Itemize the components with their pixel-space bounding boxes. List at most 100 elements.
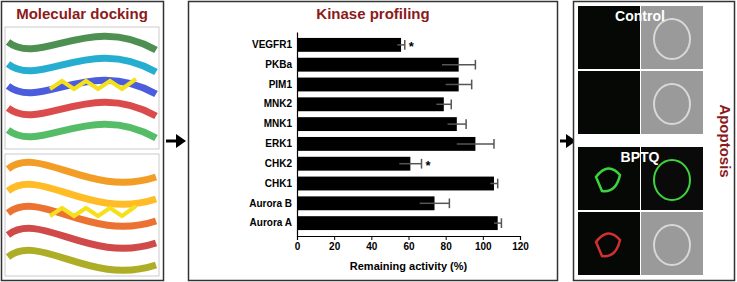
error-line xyxy=(397,44,404,46)
error-line xyxy=(490,183,497,185)
x-axis: 0 20 40 60 80 100 120 xyxy=(295,236,530,252)
image-frame xyxy=(5,27,159,149)
error-cap xyxy=(404,40,406,50)
error-cap xyxy=(497,179,499,189)
fluorescent-cell xyxy=(596,233,620,256)
x-tick: 0 xyxy=(295,236,301,252)
ribbon xyxy=(8,228,156,248)
chart-title: Kinase profiling xyxy=(316,5,429,22)
y-tick-label: MNK1 xyxy=(264,118,293,129)
error-cap xyxy=(493,139,495,149)
y-tick-label: CHK1 xyxy=(265,178,293,189)
error-bar xyxy=(397,40,404,50)
error-line xyxy=(494,222,501,224)
y-tick: ERK1 xyxy=(265,138,292,149)
x-tick-label: 80 xyxy=(441,241,453,252)
cell xyxy=(654,84,690,124)
error-cap xyxy=(449,198,451,208)
bar xyxy=(297,177,494,191)
ribbon xyxy=(8,184,156,204)
fluorescence-image xyxy=(578,212,640,275)
cell xyxy=(654,225,690,265)
x-tick-mark xyxy=(297,236,298,240)
error-line xyxy=(399,163,421,165)
x-tick-mark xyxy=(409,236,410,240)
y-tick-label: MNK2 xyxy=(264,98,293,109)
x-tick-mark xyxy=(371,236,372,240)
bar xyxy=(297,137,475,151)
cell xyxy=(654,160,690,200)
error-line xyxy=(436,104,451,106)
y-tick: VEGFR1 xyxy=(252,39,292,50)
cell xyxy=(654,19,690,59)
error-line xyxy=(457,143,494,145)
error-bar xyxy=(436,99,451,109)
arrow xyxy=(166,134,186,148)
label-control: Control xyxy=(615,8,665,24)
error-bar xyxy=(494,218,501,228)
bar xyxy=(297,78,459,92)
error-line xyxy=(442,64,475,66)
error-line xyxy=(448,123,467,125)
y-tick-label: ERK1 xyxy=(265,138,292,149)
error-cap xyxy=(421,159,423,169)
y-tick-label: Aurora B xyxy=(249,198,292,209)
error-cap xyxy=(471,80,473,90)
y-tick-label: PKBa xyxy=(265,59,292,70)
ribbon xyxy=(8,162,156,182)
panel-frame xyxy=(574,2,735,281)
x-tick: 60 xyxy=(403,236,415,252)
fluorescence-image xyxy=(578,71,640,134)
x-tick-label: 20 xyxy=(329,241,341,252)
bar xyxy=(297,97,444,111)
bar xyxy=(297,117,457,131)
error-cap xyxy=(501,218,503,228)
docking-image xyxy=(5,27,159,149)
y-tick: Aurora A xyxy=(250,217,292,228)
x-tick: 40 xyxy=(366,236,378,252)
bar xyxy=(297,38,401,52)
docking-image xyxy=(5,154,159,276)
error-bar xyxy=(448,119,467,129)
plot-area xyxy=(297,38,501,230)
x-tick-label: 60 xyxy=(403,241,415,252)
micrograph xyxy=(578,147,703,210)
error-line xyxy=(420,203,450,205)
error-cap xyxy=(475,60,477,70)
x-tick-label: 120 xyxy=(512,241,529,252)
fluorescent-cell xyxy=(596,168,620,191)
x-tick: 100 xyxy=(475,236,492,252)
panel-title: Molecular docking xyxy=(16,5,148,22)
dic-image xyxy=(641,212,703,275)
x-tick-mark xyxy=(520,236,521,240)
x-tick: 80 xyxy=(441,236,453,252)
x-tick: 20 xyxy=(329,236,341,252)
y-tick: MNK2 xyxy=(264,98,293,109)
ribbon xyxy=(8,206,156,226)
panel-title: Apoptosis xyxy=(717,104,734,177)
x-axis-title: Remaining activity (%) xyxy=(350,260,468,272)
image-frame xyxy=(5,154,159,276)
ribbon xyxy=(8,36,156,50)
micrograph xyxy=(578,212,703,275)
annotation: * xyxy=(426,158,432,173)
x-tick-label: 40 xyxy=(366,241,378,252)
error-cap xyxy=(450,99,452,109)
chart-panel: Kinase profiling 0 20 40 60 80 100 120 Remaining… xyxy=(189,2,558,281)
x-axis-line xyxy=(298,237,521,241)
y-tick: CHK2 xyxy=(265,158,293,169)
ribbon xyxy=(8,58,156,72)
x-tick-mark xyxy=(483,236,484,240)
y-tick: Aurora B xyxy=(249,198,292,209)
error-bar xyxy=(457,139,494,149)
y-tick-label: Aurora A xyxy=(250,217,292,228)
x-tick-label: 100 xyxy=(475,241,492,252)
y-tick: CHK1 xyxy=(265,178,293,189)
y-axis: VEGFR1PKBaPIM1MNK2MNK1ERK1CHK2CHK1Aurora… xyxy=(249,33,297,237)
micrograph xyxy=(578,6,703,69)
y-tick-label: CHK2 xyxy=(265,158,293,169)
dic-image xyxy=(641,71,703,134)
arrow-head xyxy=(176,134,186,148)
bar xyxy=(297,157,410,171)
ribbon xyxy=(8,124,156,138)
